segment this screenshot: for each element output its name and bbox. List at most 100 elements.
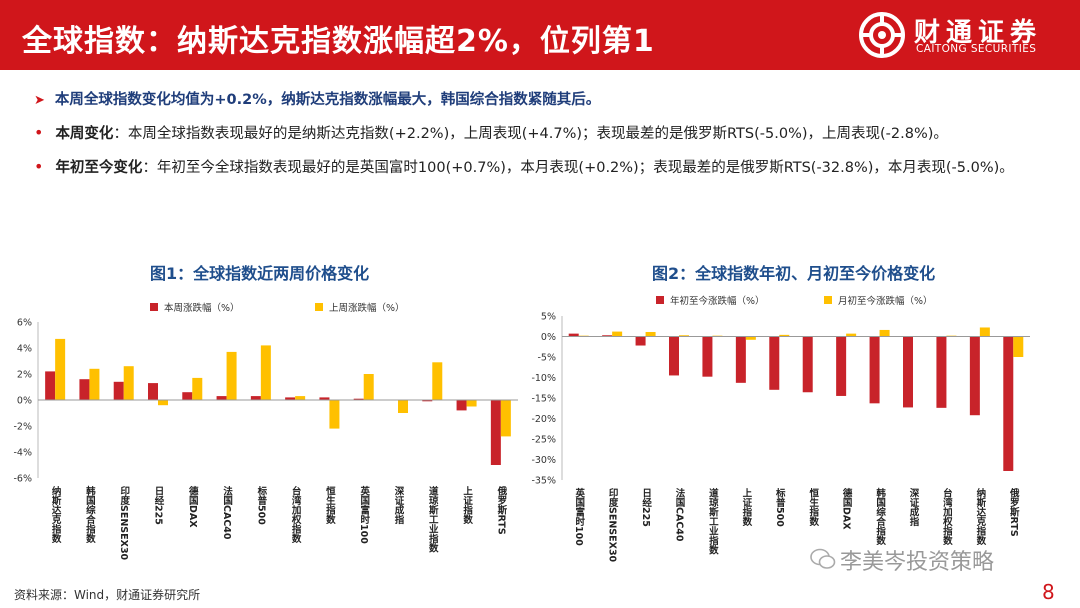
- ytd-label: 年初至今变化: [55, 160, 143, 176]
- x-category-label: 道琼斯工业指数: [427, 485, 440, 553]
- legend-swatch: [824, 296, 832, 304]
- bar: [879, 329, 890, 337]
- x-category-label: 上证指数: [740, 487, 753, 527]
- bar: [602, 335, 613, 337]
- x-category-label: 韩国综合指数: [84, 485, 97, 544]
- ytd-text: ：年初至今全球指数表现最好的是英国富时100(+0.7%)，本月表现(+0.2%…: [142, 160, 1014, 176]
- y-tick-label: 0%: [541, 332, 556, 343]
- y-tick-label: -30%: [531, 455, 556, 466]
- x-category-label: 标普500: [774, 487, 787, 527]
- title-bar: 全球指数：纳斯达克指数涨幅超2%，位列第1 财通证券 CAITONG SECUR…: [0, 0, 1080, 70]
- bar: [55, 338, 66, 400]
- x-category-label: 深证成指: [393, 485, 405, 525]
- bar: [250, 396, 261, 400]
- chart2-title: 图2：全球指数年初、月初至今价格变化: [652, 264, 936, 283]
- bar: [216, 396, 227, 400]
- legend-label: 年初至今涨跌幅（%）: [670, 295, 765, 307]
- bar: [979, 327, 990, 337]
- x-category-label: 标普500: [255, 485, 268, 525]
- bar: [645, 331, 656, 337]
- bar: [319, 397, 330, 400]
- bar: [89, 368, 100, 400]
- arrow-bullet-icon: ➤: [34, 93, 45, 108]
- x-category-label: 上证指数: [461, 485, 474, 525]
- bar: [802, 336, 813, 393]
- logo-emblem-icon: [859, 12, 905, 58]
- x-category-label: 俄罗斯RTS: [495, 485, 508, 535]
- y-tick-label: -6%: [14, 474, 33, 485]
- chart1-title: 图1：全球指数近两周价格变化: [150, 264, 370, 283]
- x-category-label: 台湾加权指数: [941, 487, 954, 546]
- x-category-label: 韩国综合指数: [874, 487, 887, 546]
- legend-swatch: [315, 303, 323, 311]
- bar: [456, 400, 467, 411]
- dot-bullet-icon: •: [34, 123, 44, 142]
- legend-swatch: [150, 303, 158, 311]
- bar: [226, 351, 237, 400]
- x-category-label: 德国DAX: [187, 485, 199, 528]
- bar: [702, 336, 713, 377]
- bar: [1013, 336, 1024, 357]
- y-tick-label: -35%: [531, 476, 556, 487]
- ytd-change-line: • 年初至今变化：年初至今全球指数表现最好的是英国富时100(+0.7%)，本月表…: [34, 156, 1064, 190]
- x-category-label: 深证成指: [908, 487, 920, 527]
- bar: [969, 336, 980, 416]
- bullet-list: ➤ 本周全球指数变化均值为+0.2%，纳斯达克指数涨幅最大，韩国综合指数紧随其后。…: [34, 88, 1064, 190]
- bar: [182, 392, 193, 400]
- y-tick-label: 2%: [17, 370, 32, 381]
- bar: [466, 400, 477, 407]
- weekly-text: ：本周全球指数表现最好的是纳斯达克指数(+2.2%)，上周表现(+4.7%)；表…: [113, 126, 948, 142]
- summary-text: 本周全球指数变化均值为+0.2%，纳斯达克指数涨幅最大，韩国综合指数紧随其后。: [54, 92, 601, 108]
- bar: [363, 374, 374, 400]
- bar: [679, 335, 689, 337]
- x-category-label: 法国CAC40: [221, 485, 233, 540]
- x-category-label: 法国CAC40: [674, 487, 686, 542]
- y-tick-label: -20%: [531, 414, 556, 425]
- page-title: 全球指数：纳斯达克指数涨幅超2%，位列第1: [22, 24, 655, 59]
- bar: [903, 336, 913, 408]
- weekly-change-line: • 本周变化：本周全球指数表现最好的是纳斯达克指数(+2.2%)，上周表现(+4.…: [34, 122, 1064, 156]
- bar: [260, 345, 271, 400]
- bar: [869, 336, 880, 404]
- bar: [490, 400, 501, 465]
- y-tick-label: 0%: [17, 396, 32, 407]
- bar: [79, 379, 90, 400]
- bar: [846, 333, 857, 337]
- x-category-label: 日经225: [640, 488, 652, 527]
- bar: [45, 371, 56, 400]
- bar: [500, 400, 511, 437]
- x-category-label: 印度SENSEX30: [607, 487, 619, 562]
- logo-text-cn: 财通证券: [914, 18, 1043, 48]
- y-tick-label: -4%: [14, 448, 33, 459]
- y-tick-label: -25%: [531, 435, 556, 446]
- page-number: 8: [1042, 580, 1055, 604]
- bar: [735, 336, 746, 383]
- x-category-label: 俄罗斯RTS: [1008, 487, 1021, 537]
- bar: [353, 398, 364, 400]
- x-category-label: 印度SENSEX30: [118, 485, 130, 560]
- dot-bullet-icon: •: [34, 157, 44, 176]
- chart2-ytd-change: 年初至今涨跌幅（%） 月初至今涨跌幅（%） 5% 0% -5% -10% -15% -20% -…: [531, 295, 1030, 563]
- bar: [669, 336, 679, 376]
- bar: [398, 400, 408, 413]
- logo-text-en: CAITONG SECURITIES: [916, 43, 1037, 55]
- x-category-label: 恒生指数: [807, 487, 820, 527]
- y-tick-label: -10%: [531, 373, 556, 384]
- bar: [158, 400, 168, 406]
- bar: [148, 383, 158, 400]
- x-category-label: 日经225: [153, 486, 165, 525]
- x-category-label: 英国富时100: [358, 485, 370, 544]
- legend-label: 本周涨跌幅（%）: [164, 302, 240, 314]
- bar: [329, 400, 340, 429]
- bar: [635, 336, 646, 346]
- weekly-label: 本周变化: [55, 126, 114, 142]
- watermark: 李美岑投资策略: [840, 550, 995, 575]
- bar: [432, 362, 443, 400]
- summary-line: ➤ 本周全球指数变化均值为+0.2%，纳斯达克指数涨幅最大，韩国综合指数紧随其后。: [34, 88, 1064, 122]
- y-tick-label: 5%: [541, 312, 556, 323]
- y-tick-label: 6%: [17, 318, 32, 329]
- bar: [936, 336, 947, 408]
- bar: [1003, 336, 1014, 471]
- x-category-label: 恒生指数: [324, 485, 337, 525]
- bar: [113, 381, 124, 400]
